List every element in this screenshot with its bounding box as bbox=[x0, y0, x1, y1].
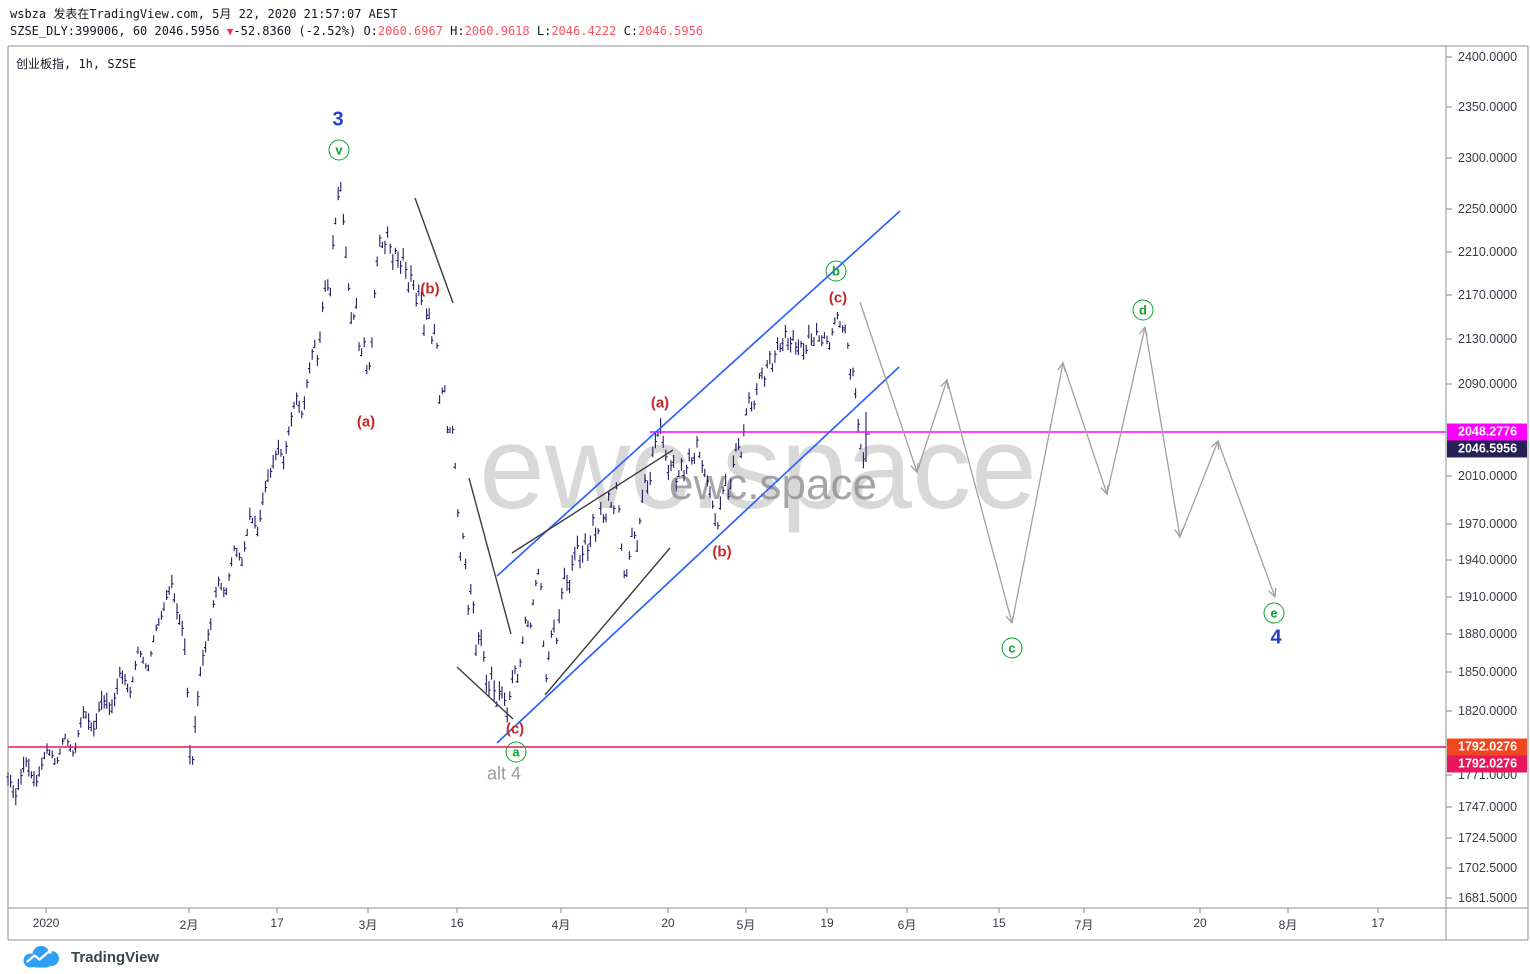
price-level-label[interactable]: 1792.0276 bbox=[1447, 755, 1527, 773]
price-tick-label: 1702.5000 bbox=[1458, 861, 1518, 875]
wave-label-c[interactable]: (c) bbox=[828, 289, 848, 307]
price-level-label[interactable]: 1792.0276 bbox=[1447, 738, 1527, 756]
wave-label-b[interactable]: (b) bbox=[420, 280, 440, 298]
down-arrow-icon: ▼ bbox=[226, 25, 234, 38]
price-tick-label: 1880.0000 bbox=[1458, 627, 1518, 641]
time-tick-label: 4月 bbox=[551, 918, 571, 932]
price-axis[interactable]: 2400.0000 2350.0000 2300.0000 2250.0000 2210… bbox=[1446, 46, 1528, 940]
price-tick-label: 2250.0000 bbox=[1458, 202, 1518, 216]
close-value: 2046.5956 bbox=[638, 24, 704, 38]
price-tick-label: 1820.0000 bbox=[1458, 704, 1518, 718]
wave-circle-label-e[interactable]: e bbox=[1263, 602, 1285, 624]
time-tick-label: 6月 bbox=[897, 918, 917, 932]
tradingview-brand-text: TradingView bbox=[71, 948, 160, 966]
price-tick-label: 2130.0000 bbox=[1458, 332, 1518, 346]
wave-circle-label-a[interactable]: a bbox=[505, 741, 527, 763]
time-tick-label: 19 bbox=[820, 916, 834, 930]
time-tick-label: 20 bbox=[1193, 916, 1207, 930]
black-trendline-2[interactable] bbox=[456, 666, 514, 720]
price-tick-marks bbox=[1446, 56, 1452, 899]
price-tick-label: 1850.0000 bbox=[1458, 665, 1518, 679]
price-tick-label: 2350.0000 bbox=[1458, 100, 1518, 114]
price-tick-label: 1970.0000 bbox=[1458, 517, 1518, 531]
wave-label-alt4[interactable]: alt 4 bbox=[486, 763, 522, 784]
black-trendline-0[interactable] bbox=[414, 197, 454, 304]
wave-label-c[interactable]: (c) bbox=[505, 720, 525, 738]
time-tick-label: 17 bbox=[1371, 916, 1385, 930]
wave-label-3[interactable]: 3 bbox=[332, 108, 344, 131]
wave-circle-label-b[interactable]: b bbox=[825, 260, 847, 282]
wave-label-4[interactable]: 4 bbox=[1270, 626, 1282, 649]
wave-label-a[interactable]: (a) bbox=[650, 394, 670, 412]
price-level-label[interactable]: 2046.5956 bbox=[1447, 440, 1527, 458]
price-tick-label: 1940.0000 bbox=[1458, 553, 1518, 567]
wave-circle-label-d[interactable]: d bbox=[1132, 299, 1154, 321]
price-tick-label: 1681.5000 bbox=[1458, 891, 1518, 905]
price-tick-label: 1910.0000 bbox=[1458, 590, 1518, 604]
symbol-ohlc-row: SZSE_DLY:399006, 60 2046.5956 ▼-52.8360 … bbox=[10, 24, 703, 38]
low-value: 2046.4222 bbox=[551, 24, 617, 38]
price-tick-label: 1724.5000 bbox=[1458, 831, 1518, 845]
publish-info: wsbza 发表在TradingView.com, 5月 22, 2020 21… bbox=[10, 7, 398, 21]
price-tick-label: 2210.0000 bbox=[1458, 245, 1518, 259]
high-value: 2060.9618 bbox=[464, 24, 530, 38]
time-tick-label: 15 bbox=[992, 916, 1006, 930]
price-tick-label: 2400.0000 bbox=[1458, 50, 1518, 64]
price-level-label[interactable]: 2048.2776 bbox=[1447, 423, 1527, 441]
time-tick-marks bbox=[45, 908, 1379, 913]
price-tick-label: 1747.0000 bbox=[1458, 800, 1518, 814]
wave-circle-label-c[interactable]: c bbox=[1001, 637, 1023, 659]
high-label: H: bbox=[450, 24, 465, 38]
wave-circle-label-v[interactable]: v bbox=[328, 139, 350, 161]
price-tick-label: 2170.0000 bbox=[1458, 288, 1518, 302]
price-tick-label: 2300.0000 bbox=[1458, 151, 1518, 165]
time-tick-label: 8月 bbox=[1278, 918, 1298, 932]
black-trendline-1[interactable] bbox=[468, 477, 512, 635]
time-tick-label: 3月 bbox=[358, 918, 378, 932]
time-tick-label: 5月 bbox=[736, 918, 756, 932]
price-tick-label: 2090.0000 bbox=[1458, 377, 1518, 391]
close-label: C: bbox=[623, 24, 639, 38]
time-tick-label: 20 bbox=[661, 916, 675, 930]
time-axis[interactable]: 2020 2月 17 3月 16 4月 20 5月 19 6月 15 7月 20 8月 17 bbox=[0, 908, 1530, 940]
time-tick-label: 16 bbox=[450, 916, 464, 930]
black-trendline-4[interactable] bbox=[544, 547, 671, 696]
watermark-large: ewc.space bbox=[479, 402, 1037, 534]
open-value: 2060.6967 bbox=[377, 24, 443, 38]
price-tick-label: 2010.0000 bbox=[1458, 469, 1518, 483]
time-tick-label: 7月 bbox=[1074, 918, 1094, 932]
chart-legend[interactable]: 创业板指, 1h, SZSE bbox=[16, 57, 137, 71]
time-tick-label: 2020 bbox=[32, 916, 60, 930]
projection-arrowheads bbox=[910, 326, 1277, 624]
symbol-price: SZSE_DLY:399006, 60 2046.5956 bbox=[10, 24, 220, 38]
tradingview-logo bbox=[23, 946, 59, 968]
wave-label-a[interactable]: (a) bbox=[356, 413, 376, 431]
low-label: L: bbox=[536, 24, 552, 38]
black-trendline-3[interactable] bbox=[511, 449, 674, 554]
blue-channel-line-1[interactable] bbox=[496, 366, 900, 744]
pane-borders bbox=[7, 45, 1529, 941]
projection-zigzag[interactable] bbox=[859, 301, 1276, 624]
wave-label-b[interactable]: (b) bbox=[712, 543, 732, 561]
time-tick-label: 17 bbox=[270, 916, 284, 930]
time-tick-label: 2月 bbox=[179, 918, 199, 932]
change-value: -52.8360 (-2.52%) bbox=[233, 24, 357, 38]
open-label: O: bbox=[363, 24, 378, 38]
price-bars bbox=[6, 181, 870, 806]
tradingview-attribution[interactable]: TradingView bbox=[22, 944, 159, 970]
